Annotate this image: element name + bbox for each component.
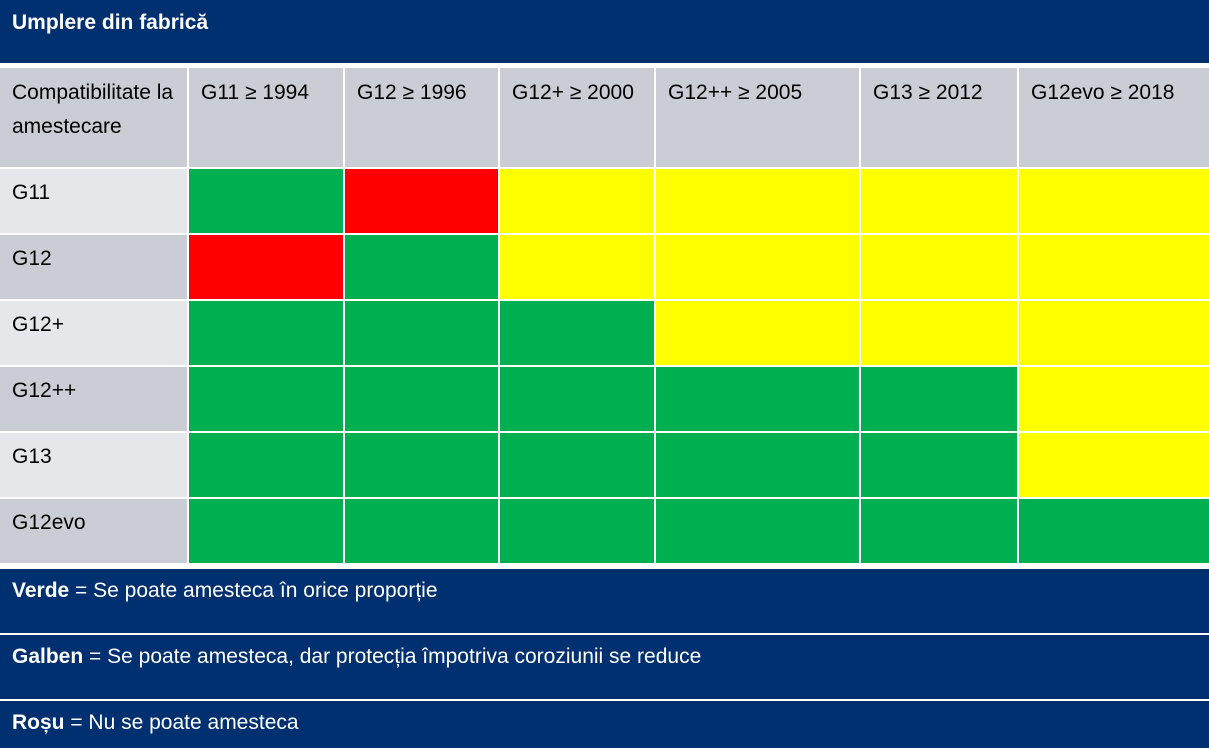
compatibility-matrix: Compatibilitate la amestecare G11 ≥ 1994… — [0, 68, 1209, 565]
table-title-bar: Umplere din fabrică — [0, 0, 1209, 63]
legend-description: = Nu se poate amesteca — [64, 711, 299, 734]
legend-red: Roșu = Nu se poate amesteca — [0, 701, 1209, 748]
column-header-g11: G11 ≥ 1994 — [187, 68, 345, 169]
compat-cell — [187, 299, 345, 367]
compat-cell — [859, 431, 1019, 499]
compat-cell — [187, 233, 345, 301]
compat-cell — [498, 233, 656, 301]
compat-cell — [859, 365, 1019, 433]
column-header-g12evo: G12evo ≥ 2018 — [1017, 68, 1209, 169]
corner-header: Compatibilitate la amestecare — [0, 68, 189, 169]
column-header-g12plusplus: G12++ ≥ 2005 — [654, 68, 861, 169]
table-row: G12++ — [0, 365, 1209, 433]
legend-yellow: Galben = Se poate amesteca, dar protecți… — [0, 635, 1209, 699]
table-row: G11 — [0, 167, 1209, 235]
compat-cell — [187, 431, 345, 499]
compat-cell — [498, 299, 656, 367]
compat-cell — [187, 167, 345, 235]
compat-cell — [187, 365, 345, 433]
compat-cell — [343, 497, 500, 565]
row-label: G12+ — [0, 299, 189, 367]
column-header-g12: G12 ≥ 1996 — [343, 68, 500, 169]
compat-cell — [1017, 497, 1209, 565]
row-label: G12++ — [0, 365, 189, 433]
compat-cell — [654, 497, 861, 565]
compat-cell — [343, 365, 500, 433]
compat-cell — [343, 233, 500, 301]
legend-green: Verde = Se poate amesteca în orice propo… — [0, 569, 1209, 633]
row-label: G12 — [0, 233, 189, 301]
compat-cell — [859, 167, 1019, 235]
compat-cell — [1017, 299, 1209, 367]
column-header-g13: G13 ≥ 2012 — [859, 68, 1019, 169]
compat-cell — [498, 431, 656, 499]
compat-cell — [1017, 365, 1209, 433]
legend-description: = Se poate amesteca, dar protecția împot… — [83, 645, 702, 668]
compat-cell — [343, 167, 500, 235]
compat-cell — [498, 365, 656, 433]
compat-cell — [498, 167, 656, 235]
compat-cell — [859, 299, 1019, 367]
compat-cell — [654, 233, 861, 301]
compat-cell — [343, 431, 500, 499]
compat-cell — [343, 299, 500, 367]
header-row: Compatibilitate la amestecare G11 ≥ 1994… — [0, 68, 1209, 169]
compat-cell — [187, 497, 345, 565]
table-row: G12evo — [0, 497, 1209, 565]
legend-description: = Se poate amesteca în orice proporție — [69, 579, 438, 602]
table-row: G13 — [0, 431, 1209, 499]
compat-cell — [654, 299, 861, 367]
column-header-g12plus: G12+ ≥ 2000 — [498, 68, 656, 169]
compat-cell — [1017, 233, 1209, 301]
table-row: G12 — [0, 233, 1209, 301]
table-row: G12+ — [0, 299, 1209, 367]
compat-cell — [859, 497, 1019, 565]
row-label: G12evo — [0, 497, 189, 565]
legend-term: Galben — [12, 645, 84, 668]
compat-cell — [654, 167, 861, 235]
compat-cell — [654, 365, 861, 433]
compat-cell — [654, 431, 861, 499]
compat-cell — [1017, 167, 1209, 235]
legend-term: Verde — [12, 579, 70, 602]
compat-cell — [859, 233, 1019, 301]
table-title: Umplere din fabrică — [12, 11, 209, 34]
compat-cell — [498, 497, 656, 565]
legend-term: Roșu — [12, 711, 65, 734]
row-label: G13 — [0, 431, 189, 499]
row-label: G11 — [0, 167, 189, 235]
compat-cell — [1017, 431, 1209, 499]
